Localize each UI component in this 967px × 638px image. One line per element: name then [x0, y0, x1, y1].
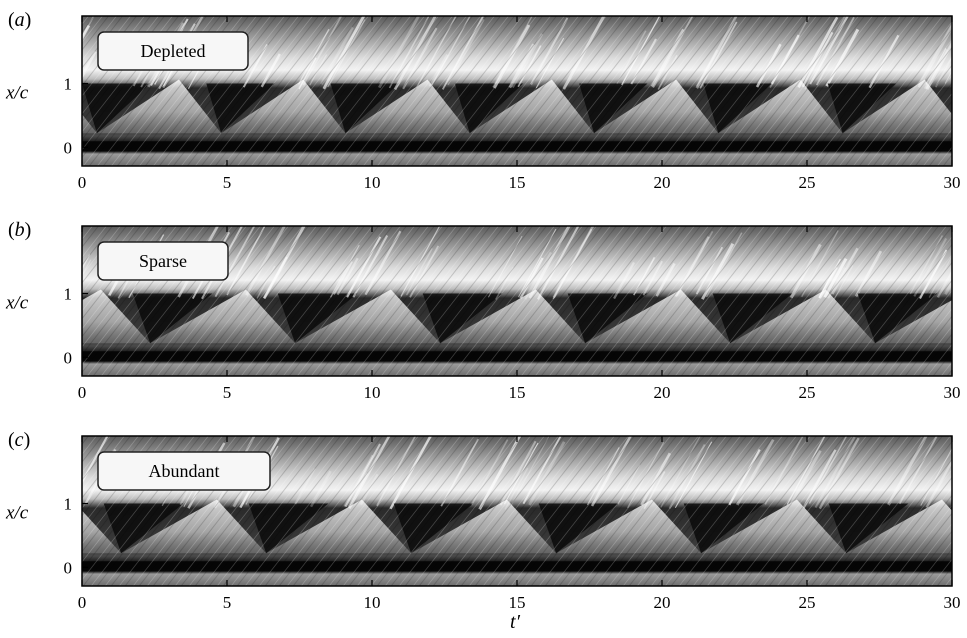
- x-tick-label: 0: [78, 383, 87, 402]
- y-tick-label: 1: [64, 495, 73, 514]
- x-tick-label: 5: [223, 593, 232, 612]
- space-time-image: [82, 436, 952, 586]
- panel-b: 0 5 10 15 20 25 30 0 1 x/c (b) Sparse: [5, 219, 961, 402]
- x-tick-label: 20: [654, 173, 671, 192]
- x-tick-label: 5: [223, 383, 232, 402]
- x-tick-label: 30: [944, 593, 961, 612]
- x-tick-label: 0: [78, 593, 87, 612]
- condition-label: Depleted: [97, 31, 249, 71]
- x-tick-label: 10: [364, 383, 381, 402]
- x-tick-label: 0: [78, 173, 87, 192]
- x-tick-label: 20: [654, 383, 671, 402]
- x-tick-label: 10: [364, 173, 381, 192]
- y-tick-label: 0: [64, 558, 73, 577]
- x-tick-label: 30: [944, 173, 961, 192]
- x-axis-title: t′: [510, 611, 521, 633]
- x-tick-label: 25: [799, 173, 816, 192]
- y-tick-label: 0: [64, 138, 73, 157]
- panel-c: 0 5 10 15 20 25 30 0 1 x/c (c) Abundant: [5, 429, 961, 612]
- x-tick-label: 15: [509, 383, 526, 402]
- condition-text: Sparse: [139, 251, 187, 271]
- condition-label: Abundant: [97, 451, 271, 491]
- y-axis-title: x/c: [5, 83, 29, 104]
- x-tick-label: 25: [799, 383, 816, 402]
- x-tick-label: 15: [509, 593, 526, 612]
- x-tick-label: 10: [364, 593, 381, 612]
- condition-label: Sparse: [97, 241, 229, 281]
- x-tick-label: 5: [223, 173, 232, 192]
- space-time-image: [82, 16, 952, 166]
- y-tick-label: 1: [64, 285, 73, 304]
- y-tick-label: 1: [64, 75, 73, 94]
- condition-text: Abundant: [149, 461, 220, 481]
- x-tick-label: 15: [509, 173, 526, 192]
- x-tick-label: 25: [799, 593, 816, 612]
- panel-letter: (a): [8, 9, 31, 31]
- x-tick-label: 20: [654, 593, 671, 612]
- condition-text: Depleted: [141, 41, 206, 61]
- x-tick-label: 30: [944, 383, 961, 402]
- panel-letter: (b): [8, 219, 31, 241]
- y-tick-label: 0: [64, 348, 73, 367]
- y-axis-title: x/c: [5, 503, 29, 524]
- y-axis-title: x/c: [5, 293, 29, 314]
- panel-letter: (c): [8, 429, 30, 451]
- space-time-image: [82, 226, 952, 376]
- panel-a: 0 5 10 15 20 25 30 0 1 x/c (a) Depleted: [5, 9, 961, 192]
